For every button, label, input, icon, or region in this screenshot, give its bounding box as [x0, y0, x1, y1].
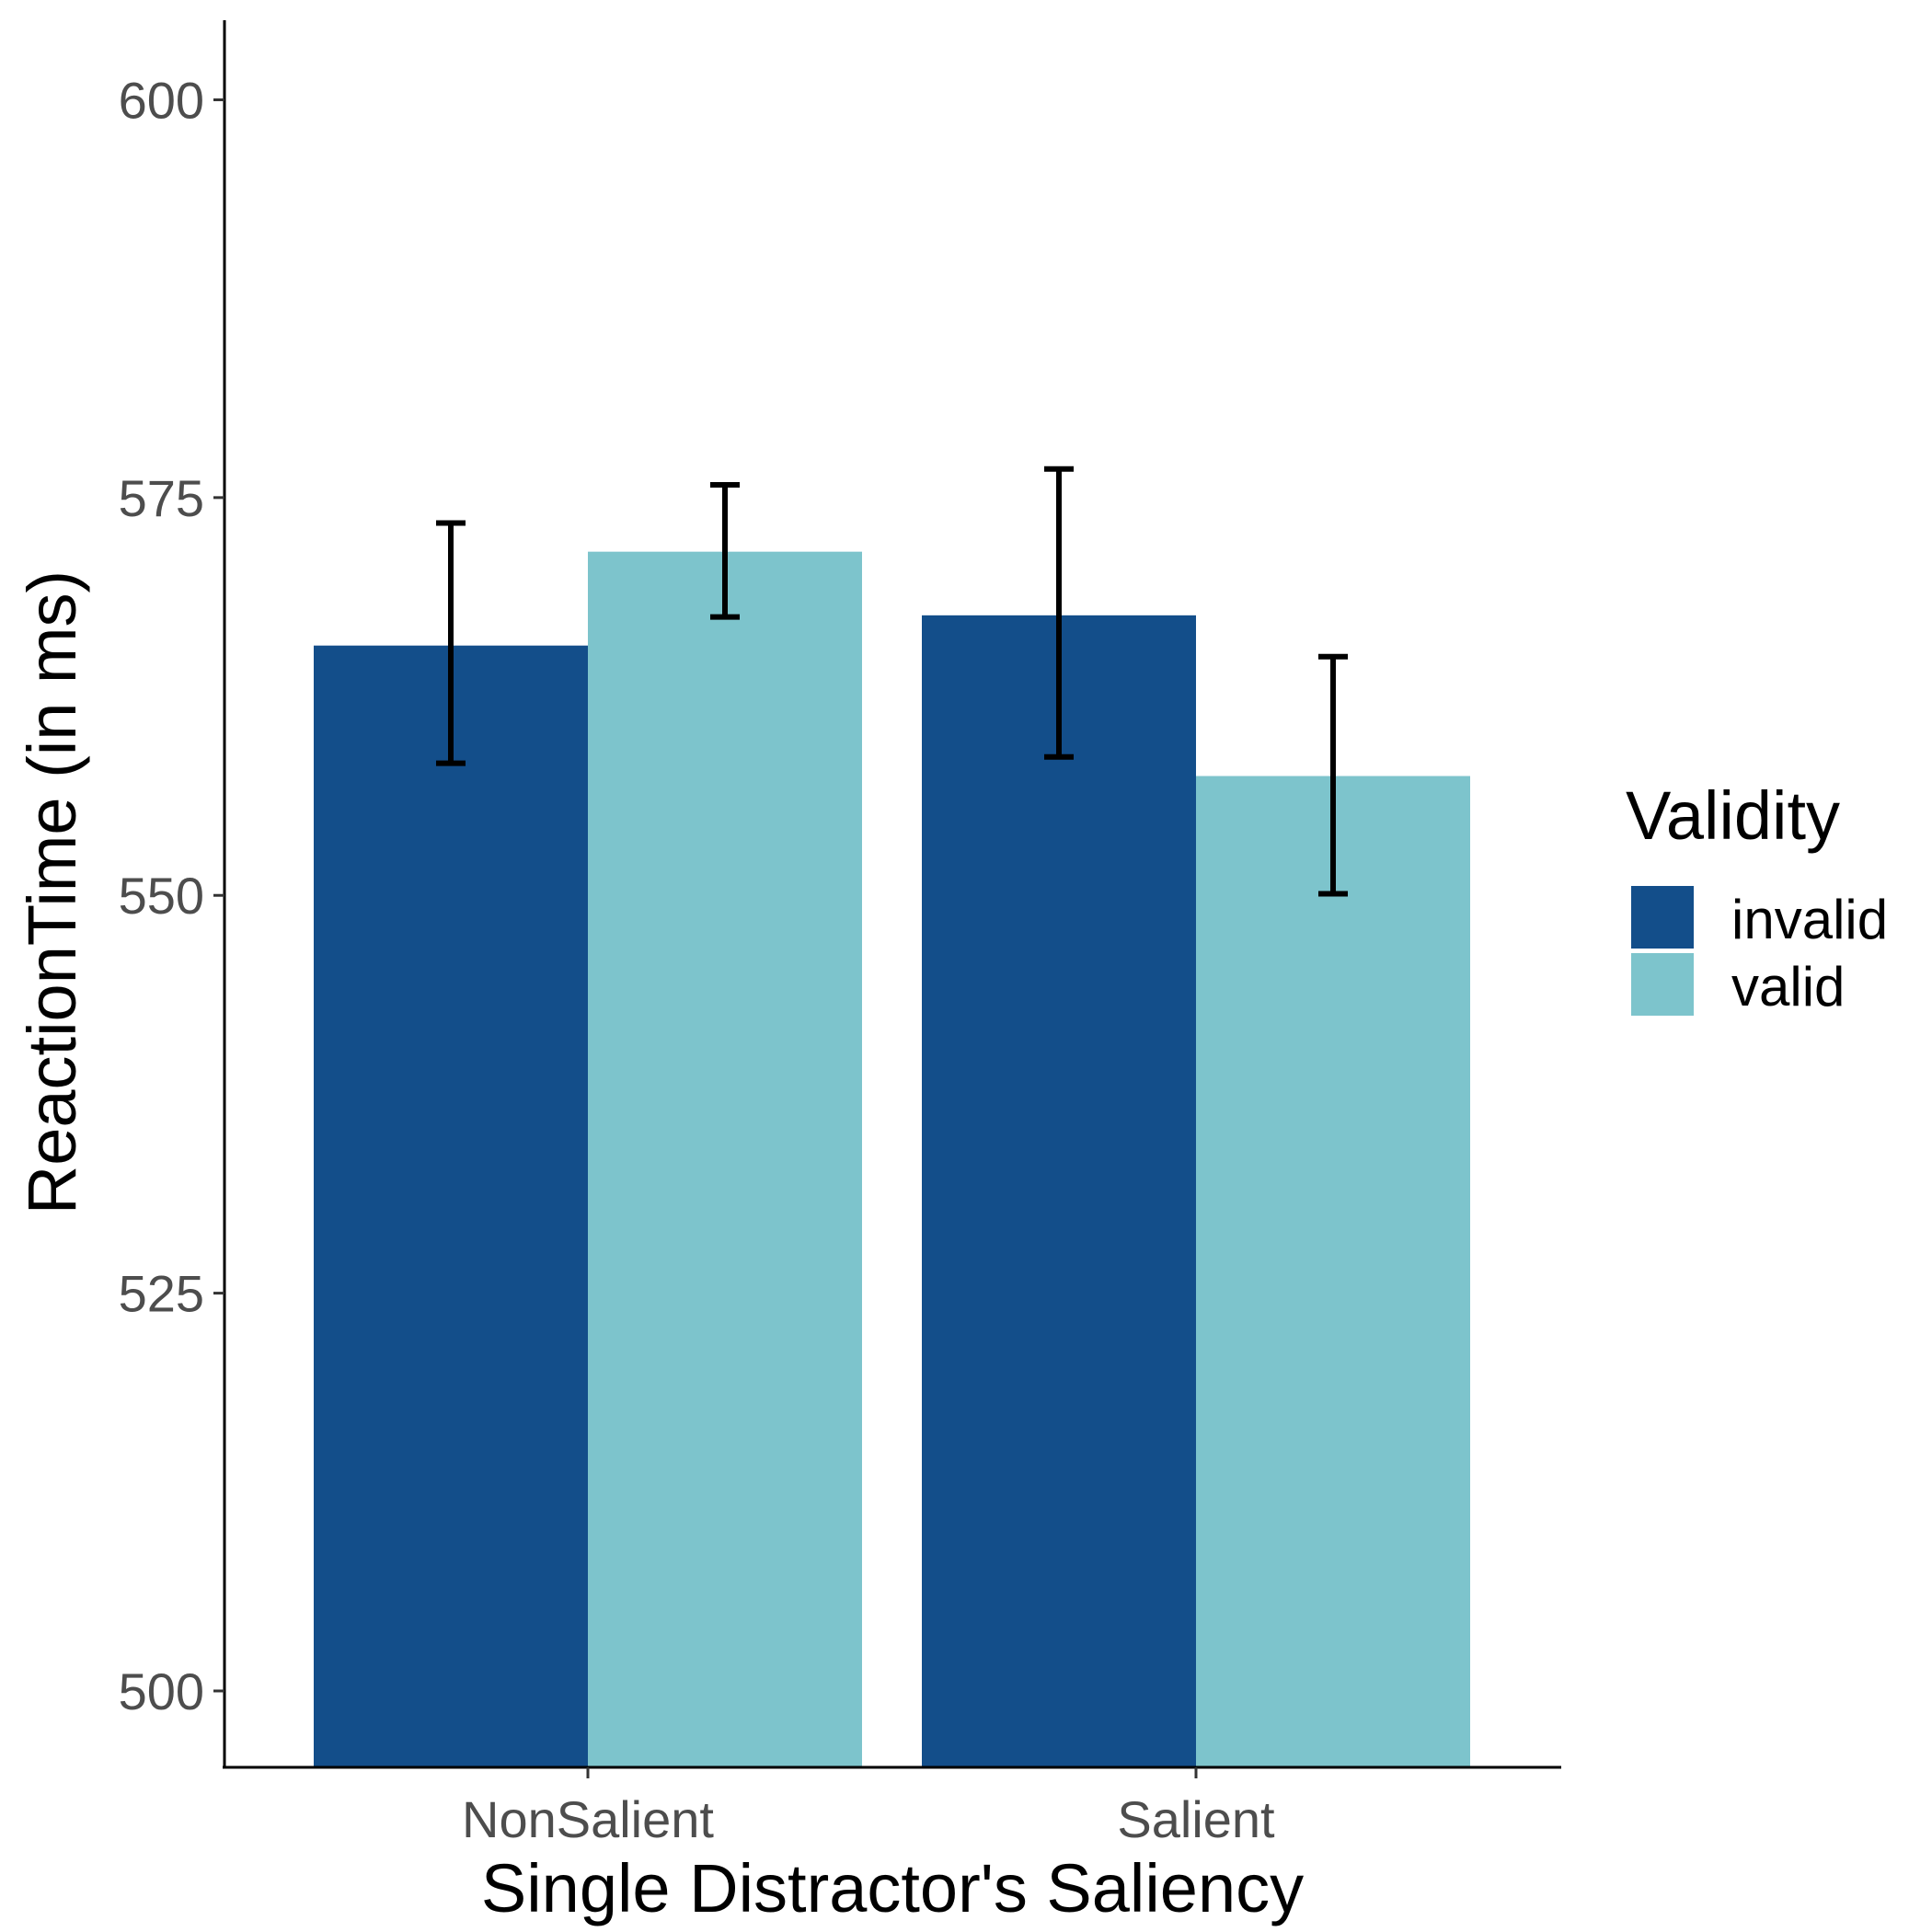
bars-layer — [314, 551, 1470, 1768]
legend-label-valid: valid — [1731, 956, 1845, 1018]
y-tick-label-550: 550 — [119, 867, 204, 925]
error-bar-invalid-nonsalient — [436, 520, 466, 766]
legend-key-invalid — [1631, 886, 1694, 949]
y-tick-label-525: 525 — [119, 1265, 204, 1323]
legend-title: Validity — [1626, 777, 1840, 854]
legend-key-valid — [1631, 953, 1694, 1016]
bar-invalid-nonsalient — [314, 645, 588, 1767]
bar-valid-salient — [1196, 776, 1470, 1768]
y-axis-title: ReactionTime (in ms) — [14, 570, 90, 1214]
legend-label-invalid: invalid — [1731, 889, 1888, 950]
x-axis-ticks: NonSalient Salient — [462, 1767, 1275, 1848]
legend: Validity invalid valid — [1626, 777, 1888, 1018]
bar-invalid-salient — [922, 615, 1196, 1767]
x-axis-title: Single Distractor's Saliency — [481, 1850, 1304, 1926]
bar-valid-nonsalient — [588, 551, 862, 1767]
error-bars-layer — [436, 466, 1348, 897]
x-tick-label-salient: Salient — [1117, 1790, 1275, 1848]
error-bar-valid-salient — [1318, 653, 1348, 897]
x-tick-label-nonsalient: NonSalient — [462, 1790, 714, 1848]
error-bar-valid-nonsalient — [710, 482, 740, 620]
y-tick-label-600: 600 — [119, 71, 204, 129]
error-bar-invalid-salient — [1044, 466, 1074, 760]
y-axis-ticks: 500 525 550 575 600 — [119, 71, 224, 1720]
y-tick-label-500: 500 — [119, 1662, 204, 1720]
y-tick-label-575: 575 — [119, 469, 204, 527]
